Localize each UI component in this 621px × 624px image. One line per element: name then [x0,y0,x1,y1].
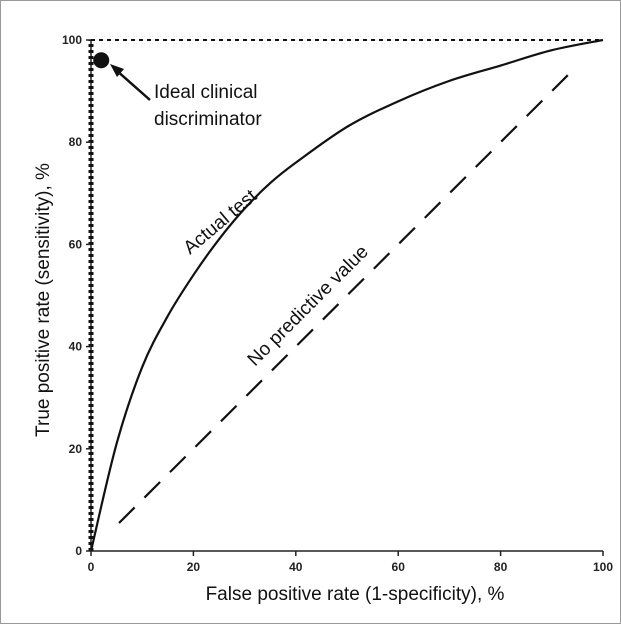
y-tick-label: 0 [75,544,82,558]
y-axis-title: True positive rate (sensitivity), % [33,163,54,437]
y-tick-label: 20 [69,442,83,456]
y-tick-label: 40 [69,340,83,354]
x-tick-label: 20 [187,560,201,574]
no-predictive-value-line [118,67,576,524]
x-tick-label: 100 [593,560,613,574]
x-tick-label: 80 [494,560,508,574]
annotation-arrow-head [110,64,124,77]
actual-test-curve [89,38,604,552]
x-tick-label: 0 [88,560,95,574]
actual-test-label: Actual test [180,185,262,259]
x-axis-title: False positive rate (1-specificity), % [206,584,505,605]
no-predictive-label: No predictive value [244,241,373,370]
y-tick-label: 60 [69,237,83,251]
annotation-arrow-shaft [115,69,151,101]
x-tick-label: 60 [392,560,406,574]
ideal-point-marker [93,52,110,69]
ideal-annotation-line2: discriminator [154,109,262,130]
x-tick-label: 40 [289,560,303,574]
y-tick-label: 100 [62,33,82,47]
y-tick-label: 80 [69,135,83,149]
ideal-annotation-line1: Ideal clinical [154,82,258,103]
